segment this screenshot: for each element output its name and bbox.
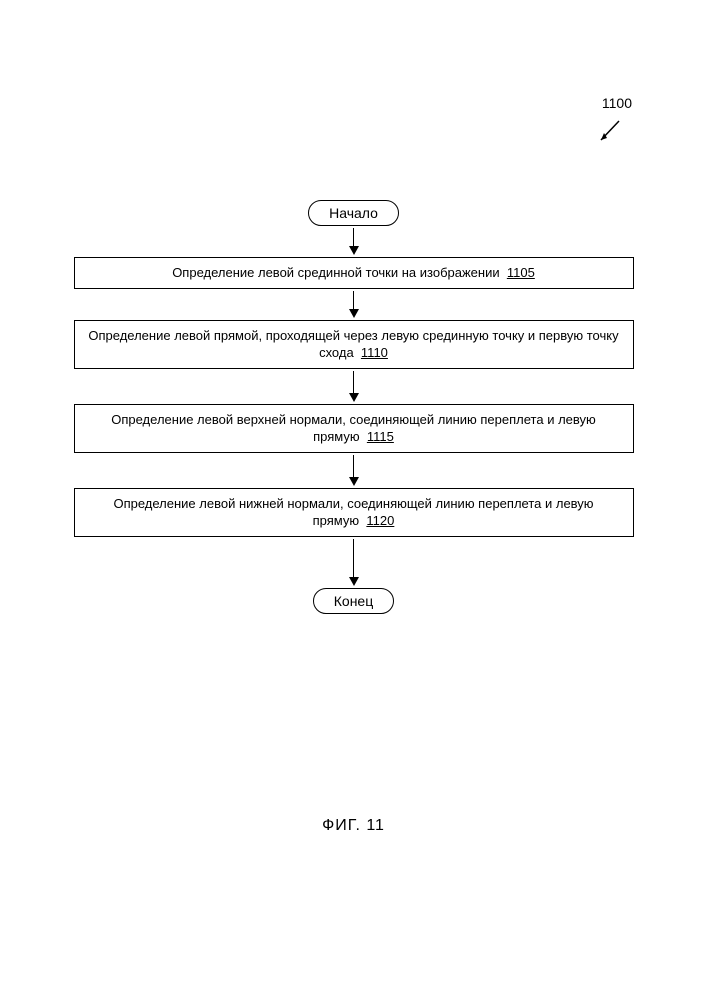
process-step-text: Определение левой срединной точки на изо… xyxy=(172,265,499,280)
arrow-head-icon xyxy=(349,246,359,255)
figure-pointer-icon xyxy=(597,118,622,143)
arrow-line xyxy=(353,228,355,246)
process-step-text: Определение левой нижней нормали, соедин… xyxy=(113,496,593,529)
start-terminal: Начало xyxy=(308,200,399,226)
process-step-3: Определение левой верхней нормали, соеди… xyxy=(74,404,634,453)
end-terminal: Конец xyxy=(313,588,394,614)
arrow-head-icon xyxy=(349,477,359,486)
arrow-line xyxy=(353,539,355,577)
process-step-number: 1120 xyxy=(366,513,394,528)
figure-caption: ФИГ. 11 xyxy=(322,817,385,835)
process-step-text: Определение левой верхней нормали, соеди… xyxy=(111,412,596,445)
arrow-line xyxy=(353,291,355,309)
process-step-number: 1105 xyxy=(507,265,535,280)
process-step-number: 1115 xyxy=(367,429,394,444)
arrow-head-icon xyxy=(349,393,359,402)
figure-number-label: 1100 xyxy=(602,95,632,111)
flowchart-container: Начало Определение левой срединной точки… xyxy=(74,200,634,614)
arrow-head-icon xyxy=(349,577,359,586)
arrow-line xyxy=(353,455,355,477)
process-step-2: Определение левой прямой, проходящей чер… xyxy=(74,320,634,369)
process-step-text: Определение левой прямой, проходящей чер… xyxy=(88,328,618,361)
process-step-1: Определение левой срединной точки на изо… xyxy=(74,257,634,289)
arrow-line xyxy=(353,371,355,393)
arrow-3 xyxy=(349,455,359,486)
arrow-head-icon xyxy=(349,309,359,318)
process-step-number: 1110 xyxy=(361,345,388,360)
arrow-2 xyxy=(349,371,359,402)
arrow-1 xyxy=(349,291,359,318)
arrow-0 xyxy=(349,228,359,255)
arrow-4 xyxy=(349,539,359,586)
process-step-4: Определение левой нижней нормали, соедин… xyxy=(74,488,634,537)
